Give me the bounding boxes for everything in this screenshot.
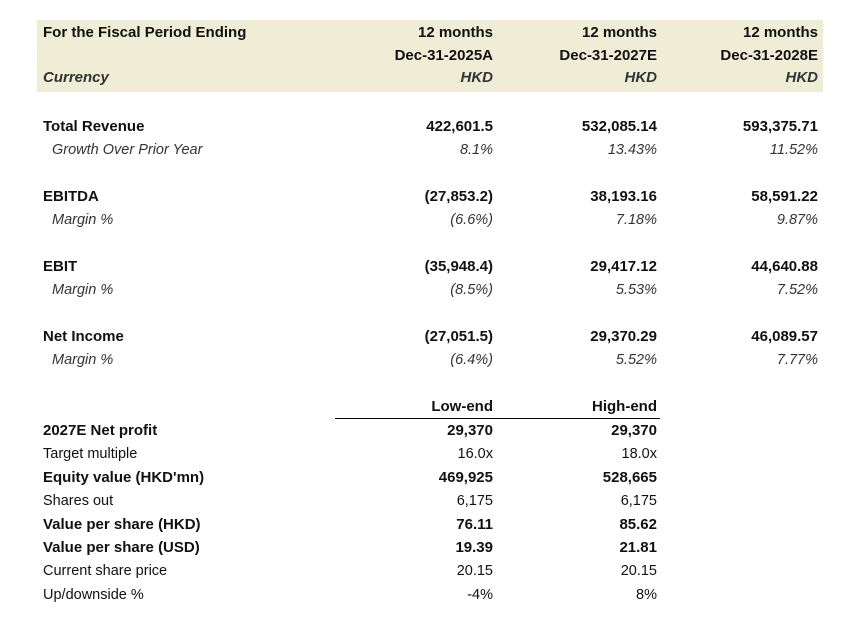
valuation-label: Target multiple (43, 446, 138, 463)
valuation-value: 20.15 (456, 563, 493, 580)
metric-sub-value: (6.6%) (450, 212, 493, 228)
valuation-value: 20.15 (620, 563, 657, 580)
metric-sub-label: Margin % (52, 352, 114, 368)
valuation-value: 528,665 (602, 468, 657, 486)
valuation-label: Up/downside % (43, 586, 144, 603)
column-months: 12 months (581, 24, 657, 41)
valuation-value: 85.62 (619, 515, 657, 533)
valuation-label: Value per share (USD) (43, 539, 200, 556)
metric-sub-value: 11.52% (769, 142, 818, 158)
metric-sub-label: Margin % (52, 212, 114, 228)
metric-sub-label: Margin % (52, 282, 114, 298)
metric-value: (27,853.2) (424, 188, 493, 205)
metric-sub-value: 8.1% (459, 142, 493, 158)
valuation-label: Value per share (HKD) (43, 515, 201, 533)
valuation-value: 76.11 (456, 515, 493, 533)
valuation-value: 21.81 (619, 539, 657, 556)
valuation-label: Equity value (HKD'mn) (43, 468, 205, 486)
metric-sub-value: 5.53% (615, 282, 657, 298)
metric-sub-value: 9.87% (776, 212, 818, 228)
valuation-value: -4% (467, 586, 493, 603)
metric-label: Net Income (43, 328, 124, 345)
column-months: 12 months (742, 24, 818, 41)
valuation-column: Low-end (431, 398, 493, 415)
valuation-value: 469,925 (438, 468, 493, 486)
column-months: 12 months (417, 24, 493, 41)
metric-value: (35,948.4) (424, 258, 493, 275)
metric-value: 532,085.14 (581, 118, 657, 135)
valuation-value: 6,175 (456, 493, 493, 510)
metric-value: (27,051.5) (424, 328, 493, 345)
metric-sub-value: 13.43% (607, 142, 657, 158)
metric-sub-value: 7.77% (776, 352, 818, 368)
metric-value: 29,370.29 (590, 328, 657, 345)
period-label: For the Fiscal Period Ending (43, 24, 247, 41)
metric-label: Total Revenue (43, 118, 145, 135)
valuation-value: 29,370 (611, 422, 657, 439)
valuation-value: 8% (636, 586, 657, 603)
valuation-value: 29,370 (447, 422, 493, 439)
metric-value: 422,601.5 (426, 118, 493, 135)
column-currency: HKD (460, 69, 494, 86)
metric-value: 46,089.57 (751, 328, 818, 345)
metric-value: 44,640.88 (751, 258, 818, 275)
header-band (37, 20, 823, 92)
column-date: Dec-31-2027E (559, 47, 657, 64)
valuation-value: 19.39 (455, 539, 493, 556)
valuation-header-rule (335, 418, 660, 419)
metric-sub-value: 5.52% (615, 352, 657, 368)
valuation-value: 16.0x (457, 446, 493, 463)
metric-value: 593,375.71 (742, 118, 818, 135)
metric-label: EBITDA (43, 188, 99, 205)
column-currency: HKD (624, 69, 658, 86)
metric-value: 38,193.16 (590, 188, 657, 205)
column-date: Dec-31-2028E (720, 47, 818, 64)
metric-sub-value: 7.18% (615, 212, 657, 228)
valuation-value: 6,175 (620, 493, 657, 510)
metric-value: 58,591.22 (751, 188, 818, 205)
column-currency: HKD (785, 69, 819, 86)
metric-value: 29,417.12 (590, 258, 657, 275)
metric-label: EBIT (43, 258, 78, 275)
metric-sub-value: 7.52% (776, 282, 818, 298)
valuation-value: 18.0x (621, 446, 657, 463)
currency-label: Currency (43, 69, 109, 86)
valuation-label: Current share price (43, 563, 168, 580)
valuation-label: Shares out (43, 493, 114, 510)
valuation-label: 2027E Net profit (43, 422, 158, 439)
valuation-column: High-end (592, 398, 657, 415)
metric-sub-label: Growth Over Prior Year (52, 142, 203, 158)
column-date: Dec-31-2025A (394, 47, 493, 64)
metric-sub-value: (8.5%) (450, 282, 493, 298)
metric-sub-value: (6.4%) (450, 352, 493, 368)
